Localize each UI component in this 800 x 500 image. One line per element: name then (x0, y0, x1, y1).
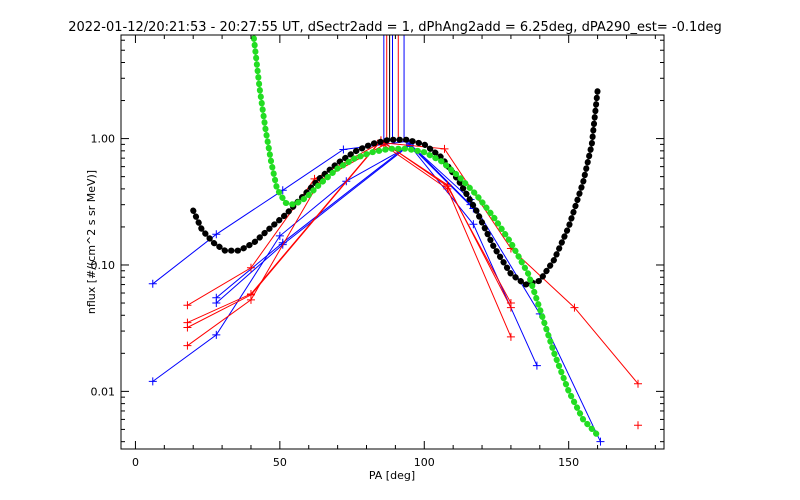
data-point-marker (183, 323, 192, 332)
y-tick-label: 1.00 (91, 133, 116, 146)
plot-frame (120, 34, 665, 450)
axes: 0 50 100 150 0.01 0.10 1.00 (91, 35, 664, 469)
data-point-marker (570, 303, 579, 312)
data-point-marker (506, 332, 515, 341)
series-line (187, 144, 512, 347)
data-point-marker (634, 421, 643, 430)
series-line (215, 144, 474, 304)
x-tick-label: 0 (132, 456, 139, 469)
data-point-marker (275, 231, 284, 240)
fit-curve (190, 87, 601, 288)
data-point-marker (506, 303, 515, 312)
data-point-marker (469, 220, 478, 229)
data-point-marker (183, 341, 192, 350)
x-axis-label: PA [deg] (369, 469, 415, 482)
x-tick-label: 150 (558, 456, 579, 469)
series-line (187, 142, 639, 385)
data-point-marker (246, 290, 255, 299)
data-point-marker (532, 361, 541, 370)
data-point-marker (246, 263, 255, 272)
data-point-marker (212, 330, 221, 339)
y-axis-label: nflux [#/(cm^2 s sr MeV)] (85, 170, 98, 314)
y-tick-label: 0.10 (91, 259, 116, 272)
x-tick-label: 100 (414, 456, 435, 469)
data-point-marker (440, 144, 449, 153)
data-point-marker (596, 437, 605, 446)
data-point-marker (148, 279, 157, 288)
data-group (148, 35, 643, 446)
data-point-marker (212, 299, 221, 308)
data-point-marker (183, 301, 192, 310)
series-line (215, 143, 471, 299)
data-point-marker (148, 377, 157, 386)
chart-title: 2022-01-12/20:21:53 - 20:27:55 UT, dSect… (68, 20, 722, 35)
data-point-marker (212, 230, 221, 239)
x-tick-label: 50 (273, 456, 287, 469)
data-point-marker (634, 379, 643, 388)
data-point-marker (443, 180, 452, 189)
y-tick-label: 0.01 (91, 385, 116, 398)
plot-area (148, 35, 643, 446)
data-point-marker (339, 145, 348, 154)
fit-curve (250, 35, 601, 439)
